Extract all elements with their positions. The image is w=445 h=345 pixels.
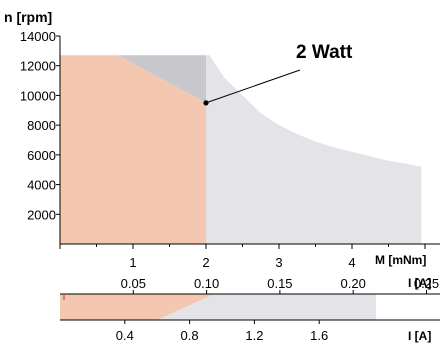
strip-region-continuous bbox=[60, 294, 214, 320]
region-1 bbox=[60, 55, 206, 244]
current-bottom-tick-label: 1.6 bbox=[310, 328, 328, 343]
y-tick-label: 10000 bbox=[20, 88, 56, 103]
axes bbox=[56, 35, 440, 324]
power-annotation: 2 Watt bbox=[296, 42, 353, 63]
operating-regions bbox=[60, 55, 422, 244]
current-top-tick-label: 0.05 bbox=[121, 276, 146, 291]
x-axis-label: M [mNm] bbox=[375, 253, 426, 267]
y-axis-label: n [rpm] bbox=[4, 9, 52, 25]
y-tick-label: 6000 bbox=[27, 148, 56, 163]
x-tick-label: 4 bbox=[348, 255, 355, 270]
x-tick-label: 3 bbox=[275, 255, 282, 270]
y-tick-label: 4000 bbox=[27, 178, 56, 193]
annotation-leader bbox=[205, 69, 301, 104]
current-bottom-tick-label: 1.2 bbox=[245, 328, 263, 343]
current-top-tick-label: 0.20 bbox=[341, 276, 366, 291]
tick-labels: 14000 12000 10000 8000 6000 4000 2000 1 2 3 4 0.05 0… bbox=[20, 29, 439, 343]
power-point bbox=[203, 100, 209, 106]
y-tick-label: 12000 bbox=[20, 59, 56, 74]
x-tick-label: 1 bbox=[129, 255, 136, 270]
x-tick-label: 2 bbox=[202, 255, 209, 270]
y-tick-label: 14000 bbox=[20, 29, 56, 44]
region-3 bbox=[206, 55, 422, 244]
current-axis-bottom-label: I [A] bbox=[408, 329, 431, 343]
y-tick-label: 8000 bbox=[27, 118, 56, 133]
current-top-tick-label: 0.15 bbox=[267, 276, 292, 291]
region-2 bbox=[118, 55, 206, 103]
current-bottom-tick-label: 0.8 bbox=[181, 328, 199, 343]
current-top-tick-label: 0.25 bbox=[414, 276, 439, 291]
current-strip bbox=[60, 293, 440, 321]
current-top-tick-label: 0.10 bbox=[194, 276, 219, 291]
y-tick-label: 2000 bbox=[27, 207, 56, 222]
current-axis-top-label: I [A] bbox=[408, 276, 431, 290]
current-bottom-tick-label: 0.4 bbox=[116, 328, 134, 343]
